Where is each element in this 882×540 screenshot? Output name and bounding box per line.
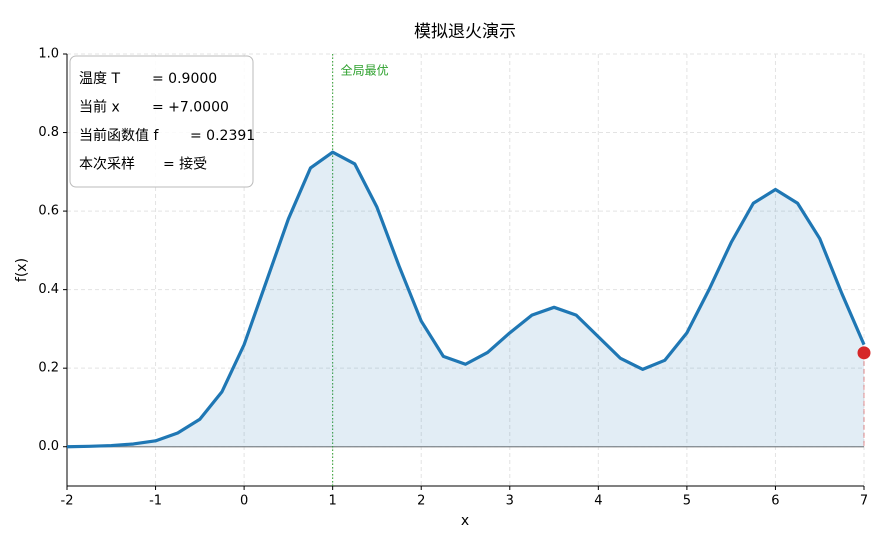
x-tick-label: 6	[771, 494, 779, 509]
info-label: 温度 T	[79, 71, 120, 87]
current-point	[857, 346, 871, 360]
x-tick-label: 3	[506, 494, 514, 509]
y-tick-label: 0.6	[38, 204, 59, 219]
line	[66, 150, 866, 449]
y-tick-label: 0.2	[38, 361, 59, 376]
x-tick-label: -1	[149, 494, 162, 509]
chart-title: 模拟退火演示	[414, 22, 516, 42]
best-label: 全局最优	[341, 63, 389, 78]
x-axis-label: x	[461, 513, 469, 529]
x-tick-label: -2	[61, 494, 74, 509]
y-tick-label: 0.8	[38, 125, 59, 140]
info-value: = +7.0000	[152, 100, 229, 116]
x-tick-label: 7	[860, 494, 868, 509]
info-label: 当前 x	[79, 99, 120, 116]
area-fill	[67, 152, 864, 447]
x-tick-label: 5	[683, 494, 691, 509]
info-box	[69, 55, 254, 188]
x-tick-label: 2	[417, 494, 425, 509]
y-axis-label: f(x)	[14, 258, 30, 282]
info-value: = 接受	[163, 156, 207, 173]
x-tick-label: 4	[594, 494, 602, 509]
info-label: 本次采样	[79, 157, 135, 173]
x-tick-label: 0	[240, 494, 248, 509]
info-value: = 0.9000	[152, 71, 217, 87]
info-value: = 0.2391	[190, 128, 255, 144]
y-tick-label: 1.0	[38, 47, 59, 62]
info-label: 当前函数值 f	[79, 127, 159, 144]
y-tick-label: 0.0	[38, 439, 59, 454]
y-tick-label: 0.4	[38, 282, 59, 297]
x-tick-label: 1	[329, 494, 337, 509]
